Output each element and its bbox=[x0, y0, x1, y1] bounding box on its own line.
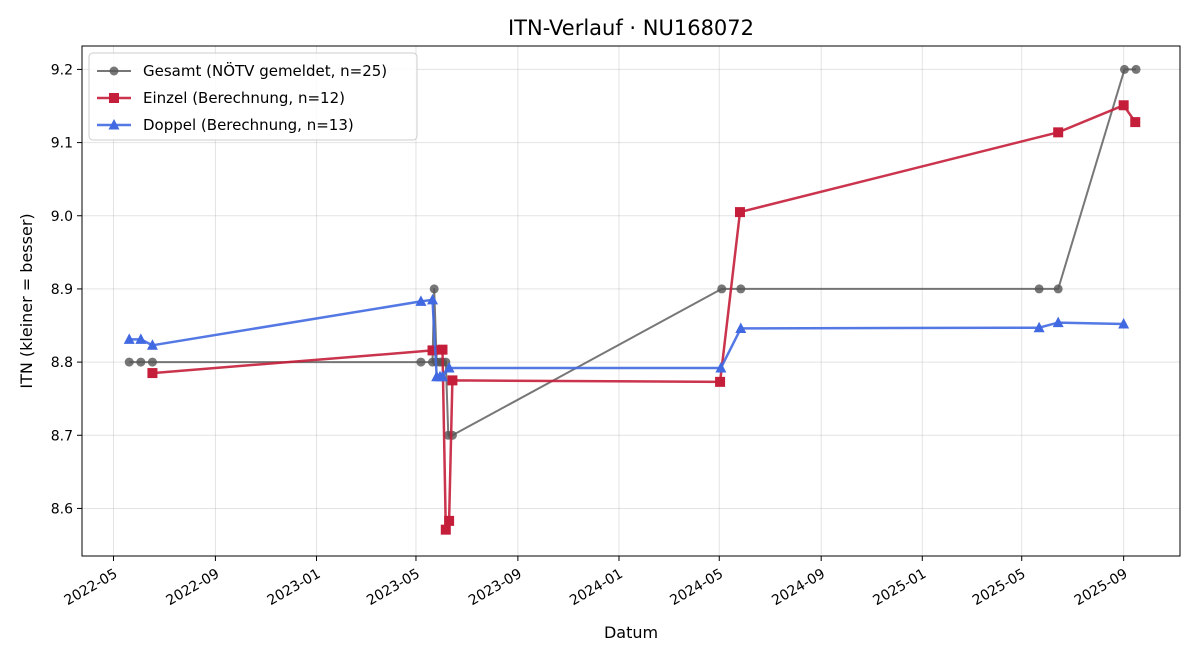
y-tick-label: 8.8 bbox=[51, 355, 73, 371]
y-tick-label: 8.6 bbox=[51, 501, 73, 517]
grid bbox=[82, 46, 1180, 556]
x-tick-label: 2025-09 bbox=[1072, 566, 1131, 609]
data-point bbox=[444, 515, 455, 526]
data-point bbox=[427, 345, 438, 356]
data-point bbox=[735, 322, 747, 333]
data-point bbox=[1034, 284, 1044, 294]
data-point bbox=[715, 376, 726, 387]
x-tick-label: 2022-05 bbox=[62, 566, 121, 609]
data-point bbox=[1033, 321, 1045, 333]
legend-box bbox=[88, 52, 418, 141]
series-square bbox=[147, 100, 1141, 535]
series-layer bbox=[123, 64, 1141, 535]
data-point bbox=[1131, 64, 1141, 74]
data-point bbox=[415, 295, 427, 306]
legend-marker bbox=[109, 93, 119, 103]
legend-entry-label: Doppel (Berechnung, n=13) bbox=[143, 116, 354, 134]
data-point bbox=[1118, 318, 1130, 329]
data-point bbox=[135, 333, 147, 344]
data-point bbox=[717, 284, 727, 294]
series-triangle bbox=[123, 293, 1130, 382]
data-point bbox=[1119, 64, 1129, 74]
legend-marker bbox=[108, 119, 120, 130]
data-point bbox=[124, 357, 134, 367]
data-point bbox=[146, 339, 158, 350]
x-tick-label: 2024-09 bbox=[769, 566, 828, 609]
y-tick-label: 9.2 bbox=[51, 62, 73, 78]
x-axis-label: Datum bbox=[604, 623, 658, 642]
y-tick-label: 8.9 bbox=[51, 282, 73, 298]
plot-frame bbox=[81, 45, 1181, 557]
data-point bbox=[416, 357, 426, 367]
legend-entry-label: Einzel (Berechnung, n=12) bbox=[143, 89, 345, 107]
y-tick-label: 9.1 bbox=[51, 136, 73, 152]
data-point bbox=[715, 361, 727, 373]
data-point bbox=[136, 357, 146, 367]
x-tick-label: 2025-05 bbox=[970, 566, 1029, 609]
data-point bbox=[734, 207, 745, 218]
data-point bbox=[1130, 117, 1141, 128]
data-point bbox=[429, 284, 439, 294]
x-tick-label: 2023-01 bbox=[265, 566, 324, 609]
x-axis: 2022-05 2022-09 2023-01 2023-05 2023-09 2024-… bbox=[62, 556, 1131, 609]
data-point bbox=[443, 361, 455, 373]
legend: Gesamt (NÖTV gemeldet, n=25) Einzel (Bere… bbox=[88, 52, 418, 141]
data-point bbox=[1053, 284, 1063, 294]
data-point bbox=[1118, 100, 1129, 111]
x-tick-label: 2023-09 bbox=[466, 566, 525, 609]
x-tick-label: 2024-01 bbox=[567, 566, 626, 609]
legend-marker bbox=[109, 66, 119, 76]
data-point bbox=[1053, 127, 1064, 138]
series-line bbox=[152, 104, 1137, 531]
data-point bbox=[427, 293, 439, 305]
data-point bbox=[147, 368, 158, 379]
x-tick-label: 2022-09 bbox=[164, 566, 223, 609]
data-point bbox=[123, 333, 135, 344]
y-axis-label: ITN (kleiner = besser) bbox=[17, 213, 36, 388]
y-axis: 8.6 8.7 8.8 8.9 9.0 9.1 9.2 bbox=[51, 62, 82, 517]
y-tick-label: 8.7 bbox=[51, 428, 73, 444]
data-point bbox=[1052, 316, 1064, 328]
data-point bbox=[437, 344, 448, 355]
series-line bbox=[129, 298, 1124, 378]
data-point bbox=[736, 284, 746, 294]
data-point bbox=[147, 357, 157, 367]
data-point bbox=[447, 375, 458, 386]
x-tick-label: 2023-05 bbox=[364, 566, 423, 609]
chart-title: ITN-Verlauf · NU168072 bbox=[508, 16, 754, 40]
x-tick-label: 2025-01 bbox=[870, 566, 929, 609]
x-tick-label: 2024-05 bbox=[667, 566, 726, 609]
data-point bbox=[440, 524, 451, 535]
data-point bbox=[436, 370, 448, 382]
legend-entry-label: Gesamt (NÖTV gemeldet, n=25) bbox=[143, 61, 387, 80]
y-tick-label: 9.0 bbox=[51, 209, 73, 225]
